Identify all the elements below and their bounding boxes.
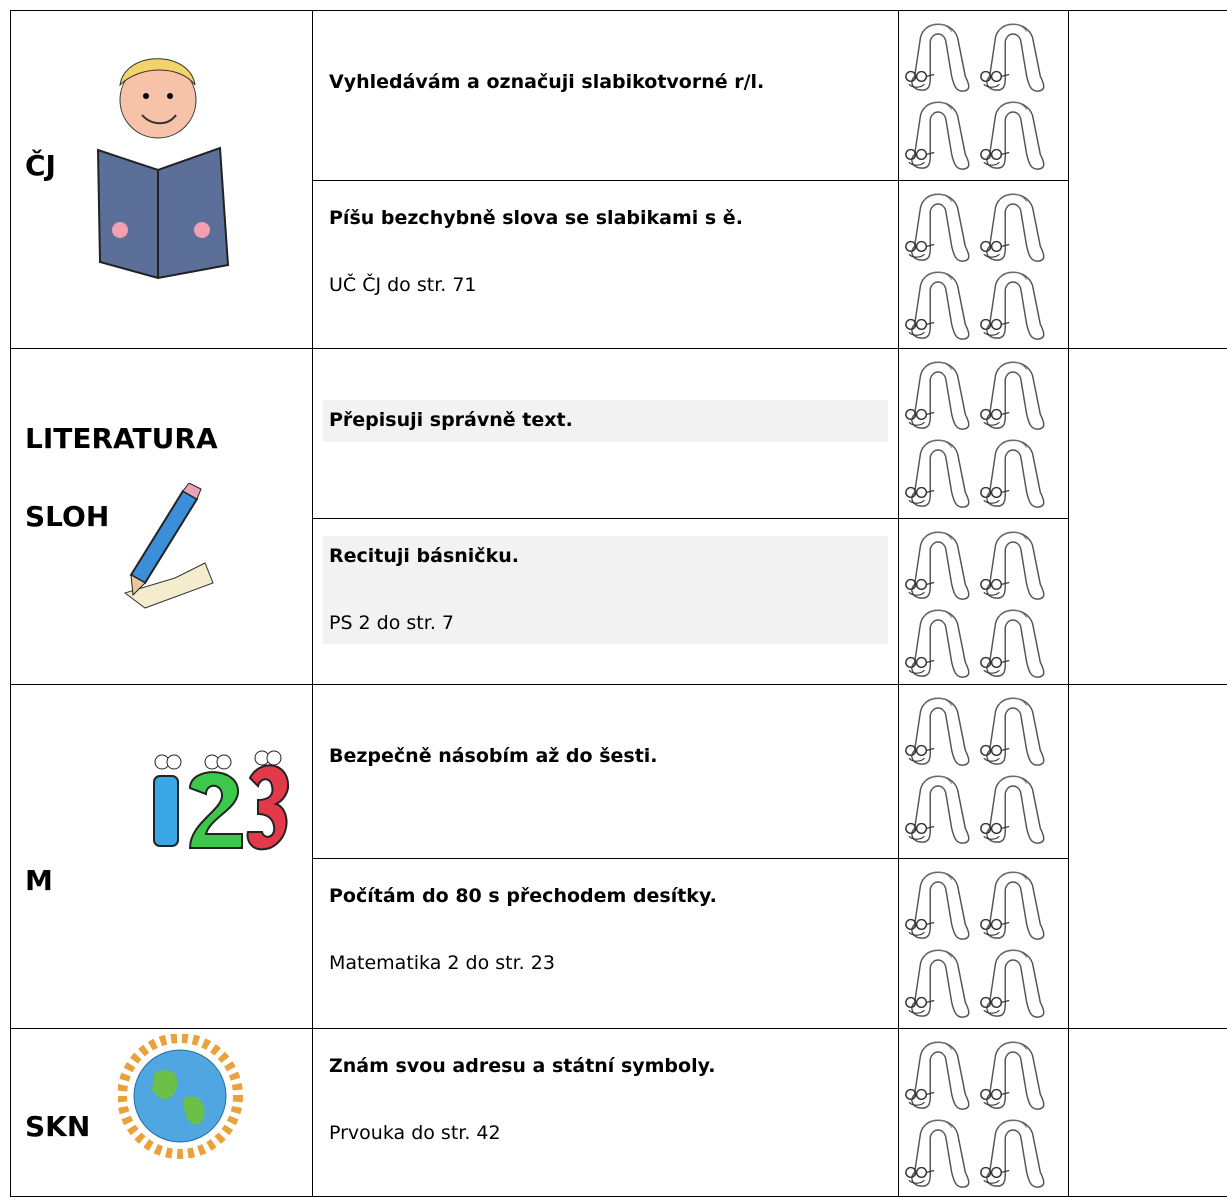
rating-cell xyxy=(898,180,1069,349)
worm-icon xyxy=(976,185,1054,265)
worm-icon xyxy=(976,263,1054,343)
subject-cell: M xyxy=(10,684,313,1029)
goal-cell: Píšu bezchybně slova se slabikami s ě. UČ… xyxy=(312,180,899,349)
empty-cell xyxy=(1068,1028,1227,1197)
rating-cell xyxy=(898,1028,1069,1197)
note-text: PS 2 do str. 7 xyxy=(329,612,454,634)
rating-cell xyxy=(898,348,1069,519)
goal-text: Přepisuji správně text. xyxy=(329,409,573,431)
worm-icon xyxy=(901,263,979,343)
subject-label: SLOH xyxy=(25,500,110,533)
shading xyxy=(323,536,888,644)
goal-text: Bezpečně násobím až do šesti. xyxy=(329,745,658,767)
goal-text: Znám svou adresu a státní symboly. xyxy=(329,1055,716,1077)
note-text: UČ ČJ do str. 71 xyxy=(329,274,477,296)
goal-cell: Recituji básničku. PS 2 do str. 7 xyxy=(312,518,899,685)
subject-label: ČJ xyxy=(25,149,56,182)
subject-icon xyxy=(153,750,290,851)
rating-cell xyxy=(898,10,1069,181)
worm-icon xyxy=(901,185,979,265)
worm-icon xyxy=(976,767,1054,847)
subject-label: SKN xyxy=(25,1110,91,1143)
subject-label: M xyxy=(25,864,53,897)
worm-icon xyxy=(901,689,979,769)
worm-icon xyxy=(901,353,979,433)
worm-icon xyxy=(901,523,979,603)
empty-cell xyxy=(1068,10,1227,349)
worm-icon xyxy=(976,431,1054,511)
goal-text: Recituji básničku. xyxy=(329,545,519,567)
goal-text: Vyhledávám a označuji slabikotvorné r/l. xyxy=(329,71,765,93)
rating-cell xyxy=(898,858,1069,1029)
goal-cell: Počítám do 80 s přechodem desítky. Matema… xyxy=(312,858,899,1029)
worm-icon xyxy=(901,431,979,511)
goal-cell: Bezpečně násobím až do šesti. xyxy=(312,684,899,859)
worm-icon xyxy=(901,601,979,681)
worm-icon xyxy=(976,601,1054,681)
worm-icon xyxy=(976,941,1054,1021)
worm-icon xyxy=(976,689,1054,769)
worm-icon xyxy=(976,93,1054,173)
goal-cell: Znám svou adresu a státní symboly. Prvouk… xyxy=(312,1028,899,1197)
worm-icon xyxy=(976,15,1054,95)
goal-cell: Vyhledávám a označuji slabikotvorné r/l. xyxy=(312,10,899,181)
worm-icon xyxy=(901,863,979,943)
subject-icon xyxy=(118,1034,243,1159)
worm-icon xyxy=(976,353,1054,433)
empty-cell xyxy=(1068,684,1227,1029)
worm-icon xyxy=(901,15,979,95)
worm-icon xyxy=(976,863,1054,943)
worm-icon xyxy=(901,941,979,1021)
subject-icon xyxy=(123,483,214,609)
goal-text: Píšu bezchybně slova se slabikami s ě. xyxy=(329,207,743,229)
subject-icon xyxy=(96,58,230,280)
subject-label: LITERATURA xyxy=(25,422,218,455)
worm-icon xyxy=(901,1033,979,1113)
goal-text: Počítám do 80 s přechodem desítky. xyxy=(329,885,717,907)
goal-cell: Přepisuji správně text. xyxy=(312,348,899,519)
worm-icon xyxy=(976,1111,1054,1191)
rating-cell xyxy=(898,684,1069,859)
worm-icon xyxy=(901,1111,979,1191)
worm-icon xyxy=(976,1033,1054,1113)
rating-cell xyxy=(898,518,1069,685)
worm-icon xyxy=(976,523,1054,603)
empty-cell xyxy=(1068,348,1227,685)
worm-icon xyxy=(901,93,979,173)
shading xyxy=(323,400,888,442)
note-text: Prvouka do str. 42 xyxy=(329,1122,501,1144)
note-text: Matematika 2 do str. 23 xyxy=(329,952,555,974)
worm-icon xyxy=(901,767,979,847)
